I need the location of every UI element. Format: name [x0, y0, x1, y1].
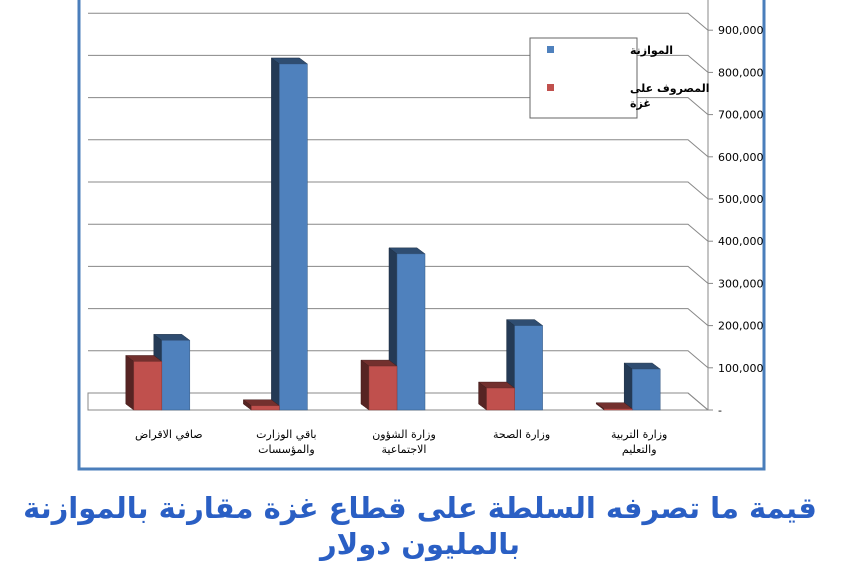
- bar: [242, 399, 281, 411]
- bar: [360, 359, 398, 411]
- bar-front: [486, 387, 515, 411]
- y-tick-label: -: [718, 404, 722, 417]
- legend-label: الموازنة: [630, 44, 673, 57]
- bar-side: [623, 362, 633, 411]
- bar: [505, 319, 544, 411]
- y-tick-label: 300,000: [718, 277, 764, 290]
- bar-side: [125, 354, 135, 411]
- grid-line: [88, 54, 709, 73]
- bar-side: [271, 57, 280, 411]
- bar-front: [603, 408, 633, 411]
- bar-front: [279, 63, 308, 411]
- legend-swatch: [547, 84, 554, 91]
- grid-line: [88, 12, 709, 31]
- y-tick-label: 600,000: [718, 151, 764, 164]
- x-tick-label: وزارة الشؤون الاجتماعية: [372, 428, 436, 456]
- bar-front: [631, 368, 661, 411]
- bar: [270, 57, 309, 411]
- y-tick-label: 900,000: [718, 24, 764, 37]
- chart-title: قيمة ما تصرفه السلطة على قطاع غزة مقارنة…: [23, 491, 817, 561]
- y-tick-label: 700,000: [718, 109, 764, 122]
- chart: - 100,000 200,000 300,000 400,000 500,000 600,…: [77, 0, 766, 471]
- bar-front: [251, 405, 280, 411]
- y-tick-label: 200,000: [718, 320, 764, 333]
- bar-front: [396, 253, 426, 411]
- y-tick-label: 400,000: [718, 235, 764, 248]
- x-tick-label: وزارة الصحة: [493, 428, 550, 441]
- bar-front: [368, 365, 398, 411]
- bar-front: [133, 361, 163, 411]
- plot-area: - 100,000 200,000 300,000 400,000 500,000 600,…: [87, 0, 764, 456]
- x-tick-label: صافي الاقراض: [135, 428, 203, 441]
- bar: [125, 354, 163, 411]
- bar: [388, 247, 426, 411]
- x-tick-label: باقي الوزارت والمؤسسات: [256, 428, 316, 456]
- legend-box: [529, 37, 638, 119]
- bar-side: [360, 359, 370, 411]
- x-tick-label: وزارة التربية والتعليم: [611, 428, 667, 456]
- y-tick-label: 100,000: [718, 362, 764, 375]
- legend-swatch: [547, 46, 554, 53]
- y-tick-label: 500,000: [718, 193, 764, 206]
- legend: الموازنة المصروف على غزة: [529, 37, 710, 119]
- bar-front: [514, 325, 543, 411]
- bar: [623, 362, 661, 411]
- legend-label: المصروف على غزة: [630, 82, 710, 110]
- bar: [595, 402, 633, 411]
- y-tick-label: 800,000: [718, 66, 764, 79]
- bar-front: [161, 340, 191, 411]
- bar: [477, 381, 516, 411]
